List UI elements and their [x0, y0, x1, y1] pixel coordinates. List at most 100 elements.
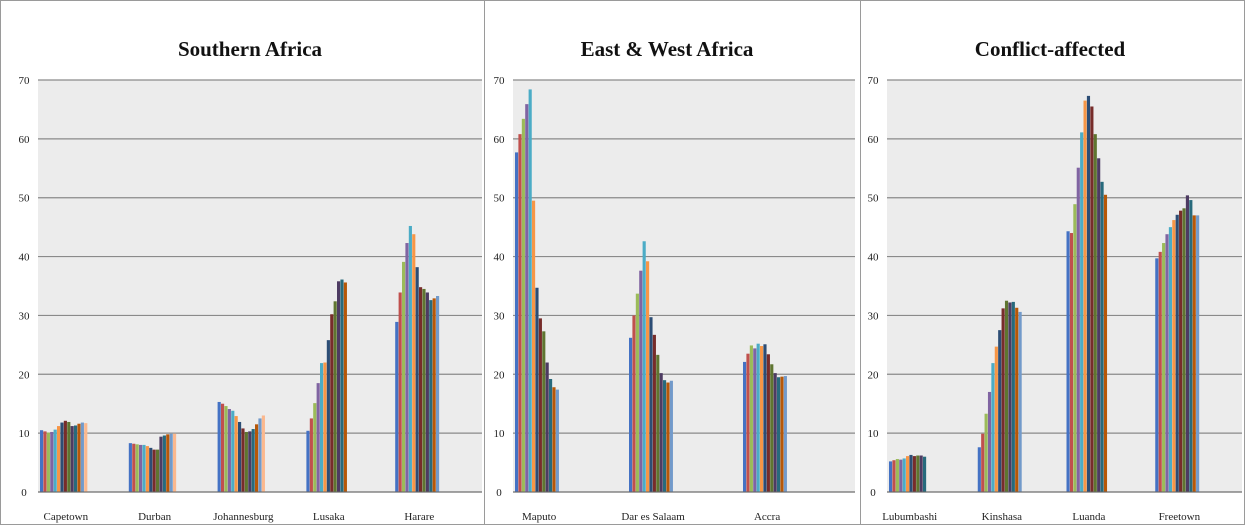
- bar: [1168, 227, 1172, 492]
- bar: [46, 432, 50, 492]
- bar: [224, 406, 228, 492]
- y-tick-label: 10: [19, 428, 31, 440]
- bar: [1155, 258, 1159, 492]
- bar: [248, 431, 252, 492]
- x-tick-label: Maputo: [522, 511, 557, 523]
- bar: [518, 134, 522, 493]
- bar: [919, 455, 923, 492]
- bar: [1018, 311, 1022, 492]
- y-tick-label: 20: [494, 369, 506, 381]
- x-tick-label: Freetown: [1159, 511, 1201, 523]
- bar: [326, 340, 330, 492]
- bar: [313, 403, 317, 492]
- y-tick-label: 70: [19, 75, 31, 87]
- bar: [330, 314, 334, 492]
- bar: [984, 413, 988, 492]
- bar: [70, 426, 74, 492]
- bar: [906, 456, 910, 492]
- bar: [549, 378, 553, 492]
- bar: [227, 409, 231, 492]
- bar: [84, 423, 88, 492]
- bar: [169, 433, 173, 492]
- bar: [1015, 307, 1019, 492]
- bar: [743, 361, 747, 492]
- x-tick-label: Luanda: [1072, 511, 1105, 523]
- y-tick-label: 40: [494, 252, 506, 264]
- bar: [162, 435, 166, 492]
- bar: [343, 282, 347, 492]
- y-tick-label: 30: [19, 310, 31, 322]
- x-tick-label: Lusaka: [313, 511, 345, 523]
- bar: [217, 401, 221, 492]
- bar: [405, 243, 409, 492]
- bar: [419, 287, 423, 492]
- y-tick-label: 0: [870, 487, 876, 499]
- bar: [1192, 215, 1196, 492]
- y-tick-label: 40: [868, 252, 880, 264]
- x-tick-label: Accra: [754, 511, 780, 523]
- bar: [1175, 214, 1179, 493]
- bar: [244, 431, 248, 492]
- bar: [156, 449, 160, 492]
- x-tick-label: Kinshasa: [982, 511, 1022, 523]
- bar: [128, 443, 132, 492]
- bar: [395, 321, 399, 492]
- y-tick-label: 70: [868, 75, 880, 87]
- y-tick-label: 50: [494, 193, 506, 205]
- bar: [1165, 234, 1169, 492]
- bar: [1086, 95, 1091, 493]
- bar: [432, 298, 436, 492]
- bar: [429, 300, 433, 492]
- bar: [538, 318, 542, 492]
- bar: [909, 454, 913, 492]
- bar: [659, 373, 663, 492]
- bar: [753, 348, 757, 492]
- bar: [1076, 167, 1080, 492]
- bar: [135, 444, 139, 492]
- bar: [50, 431, 54, 492]
- bar: [261, 415, 265, 492]
- bar: [770, 364, 774, 492]
- bar: [422, 288, 426, 492]
- bar: [895, 459, 899, 492]
- bar: [777, 377, 781, 492]
- bar: [998, 330, 1002, 492]
- bar: [642, 241, 646, 492]
- bar: [251, 429, 255, 492]
- bar: [320, 363, 324, 492]
- bar: [1001, 308, 1005, 492]
- bar: [635, 293, 639, 492]
- bar: [892, 460, 896, 492]
- bar: [1179, 210, 1183, 493]
- bar: [436, 296, 440, 492]
- bar: [316, 383, 320, 492]
- bar: [525, 104, 529, 492]
- bar: [542, 331, 546, 492]
- y-tick-label: 30: [868, 310, 880, 322]
- bar: [74, 425, 78, 492]
- bar: [1073, 204, 1077, 492]
- bar: [231, 410, 235, 492]
- bar: [166, 434, 170, 492]
- bar: [412, 234, 416, 492]
- bar: [1189, 200, 1193, 492]
- bar: [53, 429, 57, 492]
- bar: [234, 416, 238, 492]
- bar: [63, 420, 67, 492]
- y-tick-label: 0: [21, 487, 27, 499]
- bar: [1182, 208, 1186, 492]
- bar: [981, 433, 985, 492]
- chart-title: East & West Africa: [581, 37, 754, 61]
- bar: [132, 443, 136, 492]
- x-tick-label: Dar es Salaam: [621, 511, 685, 523]
- bar: [1158, 251, 1162, 492]
- bar: [766, 354, 770, 492]
- y-tick-label: 20: [19, 369, 31, 381]
- bar: [1172, 220, 1176, 492]
- bar: [173, 433, 177, 492]
- bar: [306, 430, 310, 492]
- y-tick-label: 60: [19, 134, 31, 146]
- bar: [912, 456, 916, 492]
- bar: [902, 458, 906, 492]
